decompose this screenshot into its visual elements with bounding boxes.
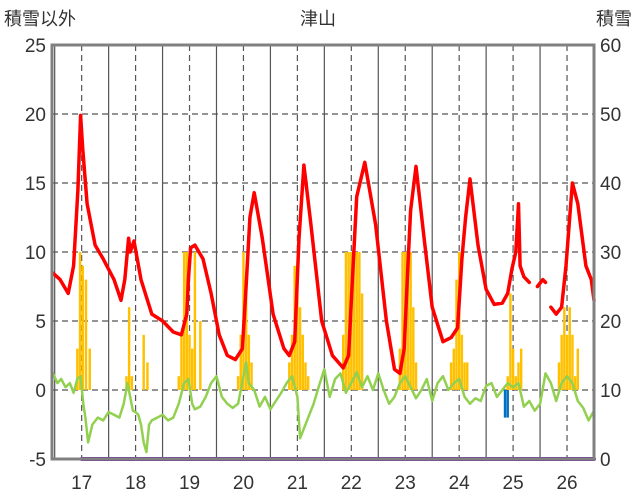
precipitation-bar (576, 348, 580, 390)
precipitation-bar (406, 252, 410, 390)
right-tick-label: 0 (600, 450, 611, 471)
x-tick-label: 25 (503, 473, 524, 494)
precipitation-bar (78, 252, 82, 390)
precipitation-bar (146, 362, 149, 390)
precipitation-bar (573, 376, 577, 390)
right-tick-label: 50 (600, 105, 621, 126)
x-tick-label: 18 (125, 473, 146, 494)
x-tick-label: 26 (556, 473, 577, 494)
precipitation-bar (352, 252, 356, 390)
left-tick-label: 15 (25, 174, 46, 195)
precipitation-bar (463, 362, 466, 390)
precipitation-bar (342, 334, 345, 390)
precipitation-bar (514, 376, 518, 390)
precipitation-bar (236, 376, 240, 390)
precipitation-bar (414, 362, 418, 390)
precipitation-bar (244, 293, 248, 390)
x-axis-ticks: 17 18 19 20 21 22 23 24 25 26 (71, 473, 578, 494)
precipitation-bar (188, 334, 191, 390)
sunshine_or_wind-line (51, 361, 596, 454)
right-axis-label: 積雪 (596, 9, 632, 30)
temperature-line (50, 113, 596, 376)
precipitation-bar (560, 334, 563, 390)
precipitation-bar (466, 362, 469, 390)
right-tick-label: 60 (600, 36, 621, 57)
precipitation-bar (247, 334, 251, 390)
left-tick-label: 25 (25, 36, 46, 57)
snowfall-bars (503, 390, 509, 418)
precipitation-bar (409, 252, 412, 390)
precipitation-bar (565, 334, 569, 390)
precipitation-bar (130, 376, 134, 390)
precipitation-bar (301, 334, 304, 390)
precipitation-bar (193, 252, 197, 390)
x-tick-label: 23 (395, 473, 416, 494)
precipitation-bar (509, 293, 512, 390)
precipitation-bar (199, 321, 202, 390)
precipitation-bar (185, 252, 189, 390)
precipitation-bar (571, 334, 574, 390)
precipitation-bar (81, 265, 84, 390)
x-tick-label: 17 (71, 473, 92, 494)
precipitation-bar (250, 362, 253, 390)
precipitation-bar (412, 307, 415, 390)
precipitation-bar (290, 334, 294, 390)
right-axis-ticks: 60 50 40 30 20 10 0 (600, 36, 621, 471)
precipitation-bar (298, 307, 302, 390)
x-tick-label: 20 (233, 473, 254, 494)
precipitation-bar (239, 334, 242, 390)
right-tick-label: 20 (600, 312, 621, 333)
precipitation-bar (296, 279, 299, 390)
precipitation-bar (88, 348, 91, 390)
precipitation-bar (304, 362, 307, 390)
precipitation-bar (142, 334, 145, 390)
x-tick-label: 19 (179, 473, 200, 494)
precipitation-bar (191, 348, 194, 390)
left-axis-ticks: 25 20 15 10 5 0 -5 (25, 36, 46, 471)
x-tick-label: 21 (287, 473, 308, 494)
x-tick-label: 24 (449, 473, 471, 494)
precipitation-bar (519, 348, 523, 390)
precipitation-bar (517, 362, 520, 390)
precipitation-bar (360, 293, 364, 390)
precipitation-bar (557, 362, 561, 390)
precipitation-bar (127, 307, 131, 390)
precipitation-bar (449, 362, 453, 390)
precipitation-bar (306, 376, 310, 390)
chart-title: 津山 (300, 9, 336, 30)
precipitation-bar (288, 362, 291, 390)
left-tick-label: 0 (35, 381, 46, 402)
precipitation-bar (358, 252, 361, 390)
precipitation-bar (76, 348, 79, 390)
plot-border (50, 43, 596, 461)
right-tick-label: 30 (600, 243, 621, 264)
plot-area (50, 43, 596, 461)
right-tick-label: 40 (600, 174, 621, 195)
right-tick-label: 10 (600, 381, 621, 402)
precipitation-bar (177, 376, 180, 390)
snowfall-bar (503, 390, 507, 418)
precipitation-bar (568, 307, 571, 390)
left-axis-label: 積雪以外 (4, 9, 76, 30)
sunshine-series (51, 361, 596, 454)
left-tick-label: 10 (25, 243, 46, 264)
precipitation-bar (511, 348, 515, 390)
left-tick-label: 5 (35, 312, 46, 333)
precipitation-bar (563, 307, 566, 390)
precipitation-bar (460, 334, 464, 390)
precipitation-bar (355, 252, 358, 390)
precipitation-bar (455, 279, 458, 390)
precipitation-bar (401, 252, 404, 390)
left-tick-label: -5 (29, 450, 46, 471)
precipitation-bar (452, 348, 455, 390)
left-tick-label: 20 (25, 105, 46, 126)
temperature-series (50, 113, 596, 376)
x-tick-label: 22 (341, 473, 362, 494)
snowfall-bar (506, 390, 509, 418)
precipitation-bar (84, 279, 88, 390)
precipitation-bar (180, 334, 183, 390)
precipitation-bar (344, 252, 348, 390)
